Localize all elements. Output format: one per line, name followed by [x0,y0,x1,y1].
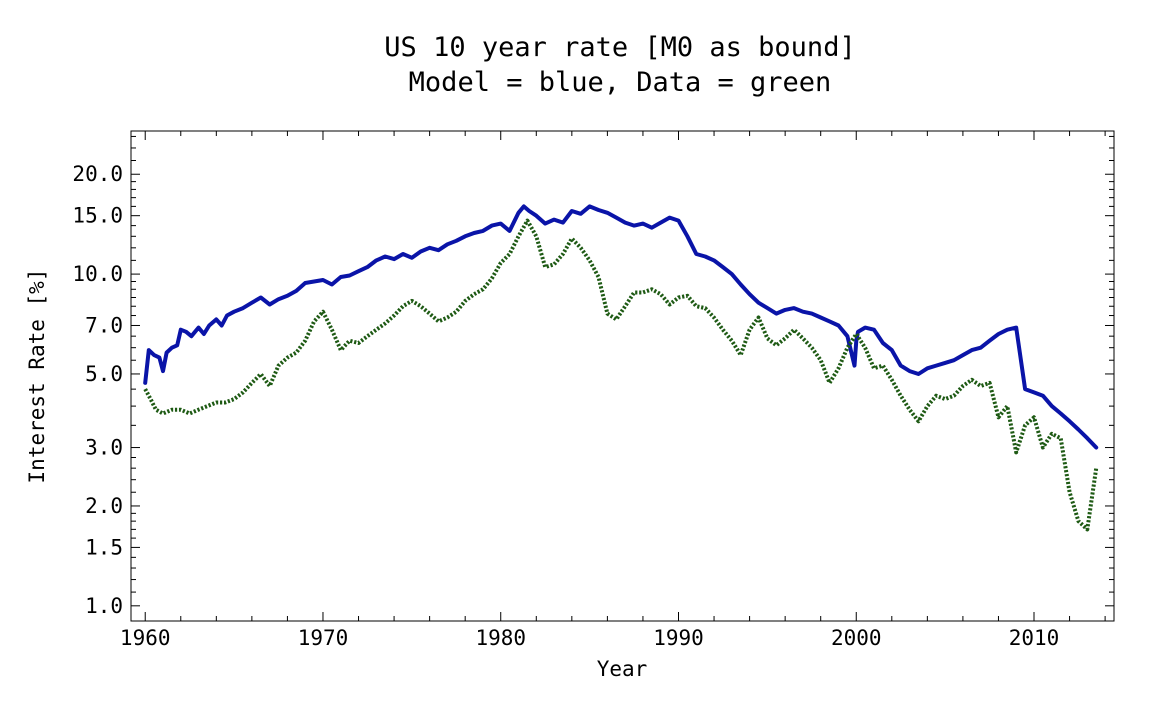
plot-frame [130,130,1115,622]
x-tick-label: 2000 [831,626,882,650]
data-series-line [143,218,1099,532]
x-tick-label: 1970 [298,626,349,650]
model-series-line [143,204,1099,450]
y-tick-label: 2.0 [85,494,123,518]
y-tick-labels: 1.0 1.5 2.0 3.0 5.0 7.0 10.0 15.0 20.0 [72,162,123,618]
y-tick-label: 10.0 [72,262,123,286]
y-axis-label: Interest Rate [%] [25,269,49,484]
y-tick-label: 20.0 [72,162,123,186]
y-tick-label: 1.5 [85,535,123,559]
y-tick-label: 5.0 [85,362,123,386]
y-tick-label: 1.0 [85,594,123,618]
chart-subtitle: Model = blue, Data = green [409,67,832,98]
chart-title: US 10 year rate [M0 as bound] [384,32,855,63]
x-tick-label: 1960 [120,626,171,650]
x-axis-label: Year [597,657,648,681]
x-tick-label: 1990 [653,626,704,650]
axis-ticks [131,131,1114,621]
series-layer [143,204,1099,532]
y-tick-label: 7.0 [85,313,123,337]
x-tick-label: 1980 [475,626,526,650]
x-tick-label: 2010 [1009,626,1060,650]
y-tick-label: 15.0 [72,204,123,228]
y-tick-label: 3.0 [85,436,123,460]
x-tick-labels: 1960 1970 1980 1990 2000 2010 [120,626,1059,650]
